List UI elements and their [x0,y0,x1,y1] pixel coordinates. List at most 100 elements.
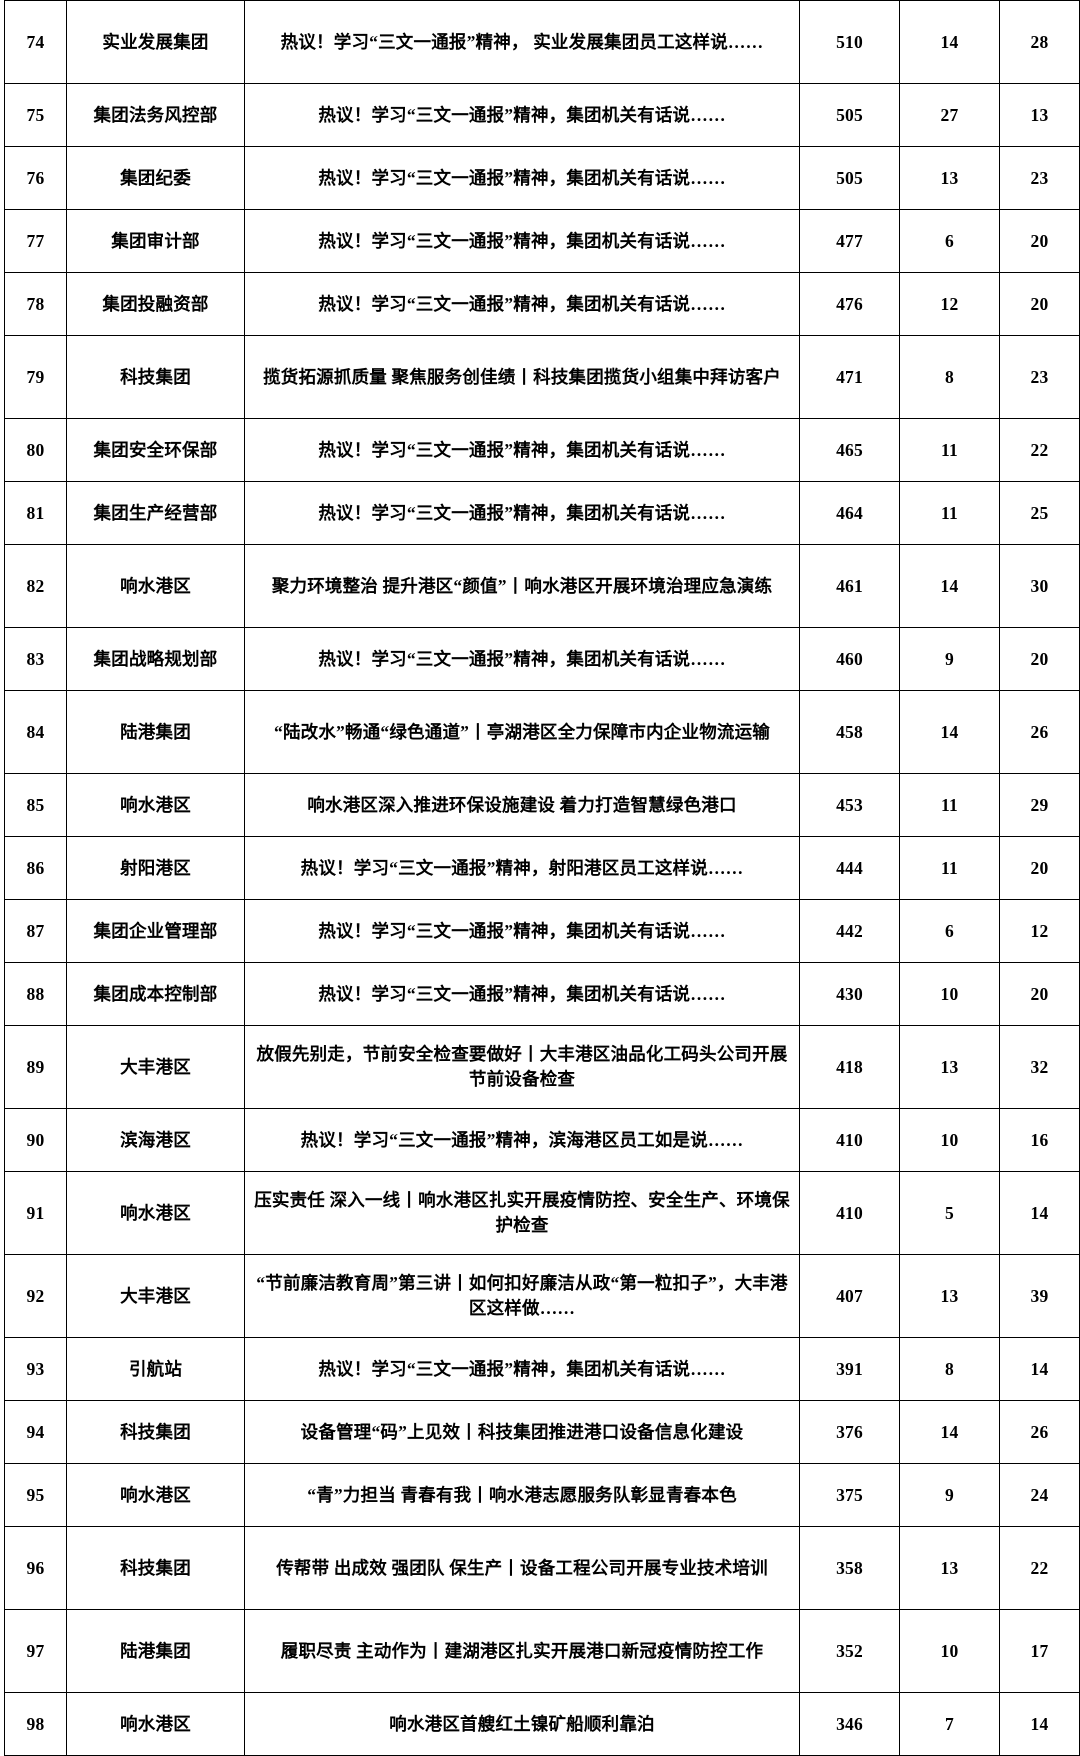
rank-number: 87 [4,899,67,963]
like-count: 6 [899,899,1000,963]
unit-name: 集团战略规划部 [66,627,245,691]
rank-number: 84 [4,690,67,774]
unit-name: 集团投融资部 [66,272,245,336]
article-title: “陆改水”畅通“绿色通道”丨亭湖港区全力保障市内企业物流运输 [244,690,800,774]
read-count: 407 [799,1254,900,1338]
table-row: 83 集团战略规划部 热议！学习“三文一通报”精神，集团机关有话说…… 460 9 20 [4,627,1080,691]
view-count: 20 [999,209,1080,273]
like-count: 10 [899,1609,1000,1693]
unit-name: 响水港区 [66,773,245,837]
article-title: 热议！学习“三文一通报”精神，集团机关有话说…… [244,272,800,336]
article-title: 响水港区首艘红土镍矿船顺利靠泊 [244,1692,800,1756]
unit-name: 集团企业管理部 [66,899,245,963]
article-title-text: “陆改水”畅通“绿色通道”丨亭湖港区全力保障市内企业物流运输 [274,721,770,742]
table-row: 92 大丰港区 “节前廉洁教育周”第三讲丨如何扣好廉洁从政“第一粒扣子”，大丰港区这… [4,1254,1080,1338]
article-title-text: 热议！学习“三文一通报”精神，集团机关有话说…… [318,502,726,523]
table-row: 77 集团审计部 热议！学习“三文一通报”精神，集团机关有话说…… 477 6 20 [4,209,1080,273]
table-row: 87 集团企业管理部 热议！学习“三文一通报”精神，集团机关有话说…… 442 6 12 [4,899,1080,963]
article-title-text: 热议！学习“三文一通报”精神，集团机关有话说…… [318,167,726,188]
read-count: 464 [799,481,900,545]
table-row: 88 集团成本控制部 热议！学习“三文一通报”精神，集团机关有话说…… 430 10 20 [4,962,1080,1026]
article-title: 履职尽责 主动作为丨建湖港区扎实开展港口新冠疫情防控工作 [244,1609,800,1693]
article-title-text: 热议！学习“三文一通报”精神，集团机关有话说…… [318,648,726,669]
table-row: 79 科技集团 揽货拓源抓质量 聚焦服务创佳绩丨科技集团揽货小组集中拜访客户 471 8… [4,335,1080,419]
table-row: 91 响水港区 压实责任 深入一线丨响水港区扎实开展疫情防控、安全生产、环境保护检查… [4,1171,1080,1255]
read-count: 471 [799,335,900,419]
view-count: 39 [999,1254,1080,1338]
unit-name: 实业发展集团 [66,0,245,84]
read-count: 465 [799,418,900,482]
table-row: 75 集团法务风控部 热议！学习“三文一通报”精神，集团机关有话说…… 505 27 13 [4,83,1080,147]
rank-number: 98 [4,1692,67,1756]
article-title-text: 热议！学习“三文一通报”精神，集团机关有话说…… [318,230,726,251]
article-title: 压实责任 深入一线丨响水港区扎实开展疫情防控、安全生产、环境保护检查 [244,1171,800,1255]
read-count: 346 [799,1692,900,1756]
view-count: 29 [999,773,1080,837]
article-title-text: 响水港区深入推进环保设施建设 着力打造智慧绿色港口 [307,794,737,815]
article-title: 热议！学习“三文一通报”精神，滨海港区员工如是说…… [244,1108,800,1172]
view-count: 20 [999,272,1080,336]
article-title-text: 聚力环境整治 提升港区“颜值”丨响水港区开展环境治理应急演练 [271,575,773,596]
article-title-text: 响水港区首艘红土镍矿船顺利靠泊 [389,1713,655,1734]
article-title-text: 热议！学习“三文一通报”精神， 实业发展集团员工这样说…… [280,31,764,52]
article-title-text: 热议！学习“三文一通报”精神，集团机关有话说…… [318,1358,726,1379]
table-row: 78 集团投融资部 热议！学习“三文一通报”精神，集团机关有话说…… 476 12 20 [4,272,1080,336]
unit-name: 响水港区 [66,1463,245,1527]
unit-name: 大丰港区 [66,1025,245,1109]
article-title-text: 揽货拓源抓质量 聚焦服务创佳绩丨科技集团揽货小组集中拜访客户 [263,366,781,387]
read-count: 410 [799,1108,900,1172]
article-title: “青”力担当 青春有我丨响水港志愿服务队彰显青春本色 [244,1463,800,1527]
like-count: 11 [899,481,1000,545]
unit-name: 大丰港区 [66,1254,245,1338]
rank-number: 91 [4,1171,67,1255]
unit-name: 科技集团 [66,335,245,419]
unit-name: 响水港区 [66,1171,245,1255]
like-count: 10 [899,962,1000,1026]
article-title: 热议！学习“三文一通报”精神，集团机关有话说…… [244,481,800,545]
view-count: 26 [999,1400,1080,1464]
article-title: 热议！学习“三文一通报”精神，集团机关有话说…… [244,83,800,147]
read-count: 358 [799,1526,900,1610]
read-count: 453 [799,773,900,837]
rank-number: 89 [4,1025,67,1109]
like-count: 11 [899,418,1000,482]
view-count: 23 [999,146,1080,210]
article-title: 热议！学习“三文一通报”精神，集团机关有话说…… [244,209,800,273]
rank-number: 81 [4,481,67,545]
rank-number: 86 [4,836,67,900]
rank-number: 80 [4,418,67,482]
view-count: 16 [999,1108,1080,1172]
read-count: 477 [799,209,900,273]
article-title-text: “节前廉洁教育周”第三讲丨如何扣好廉洁从政“第一粒扣子”，大丰港区这样做…… [256,1273,788,1318]
table-row: 85 响水港区 响水港区深入推进环保设施建设 着力打造智慧绿色港口 453 11 29 [4,773,1080,837]
read-count: 410 [799,1171,900,1255]
view-count: 22 [999,1526,1080,1610]
article-title: 热议！学习“三文一通报”精神，集团机关有话说…… [244,962,800,1026]
article-title-text: “青”力担当 青春有我丨响水港志愿服务队彰显青春本色 [307,1484,737,1505]
view-count: 24 [999,1463,1080,1527]
unit-name: 陆港集团 [66,690,245,774]
unit-name: 响水港区 [66,544,245,628]
table-row: 86 射阳港区 热议！学习“三文一通报”精神，射阳港区员工这样说…… 444 11 20 [4,836,1080,900]
view-count: 32 [999,1025,1080,1109]
article-title: 热议！学习“三文一通报”精神，集团机关有话说…… [244,1337,800,1401]
rank-number: 74 [4,0,67,84]
unit-name: 陆港集团 [66,1609,245,1693]
view-count: 20 [999,627,1080,691]
like-count: 13 [899,1254,1000,1338]
table-row: 97 陆港集团 履职尽责 主动作为丨建湖港区扎实开展港口新冠疫情防控工作 352 10 1… [4,1609,1080,1693]
read-count: 510 [799,0,900,84]
view-count: 13 [999,83,1080,147]
table-row: 93 引航站 热议！学习“三文一通报”精神，集团机关有话说…… 391 8 14 [4,1337,1080,1401]
view-count: 26 [999,690,1080,774]
view-count: 28 [999,0,1080,84]
view-count: 25 [999,481,1080,545]
like-count: 11 [899,773,1000,837]
like-count: 8 [899,1337,1000,1401]
article-title: 放假先别走，节前安全检查要做好丨大丰港区油品化工码头公司开展节前设备检查 [244,1025,800,1109]
read-count: 476 [799,272,900,336]
rank-number: 79 [4,335,67,419]
table-row: 81 集团生产经营部 热议！学习“三文一通报”精神，集团机关有话说…… 464 11 25 [4,481,1080,545]
rank-number: 76 [4,146,67,210]
